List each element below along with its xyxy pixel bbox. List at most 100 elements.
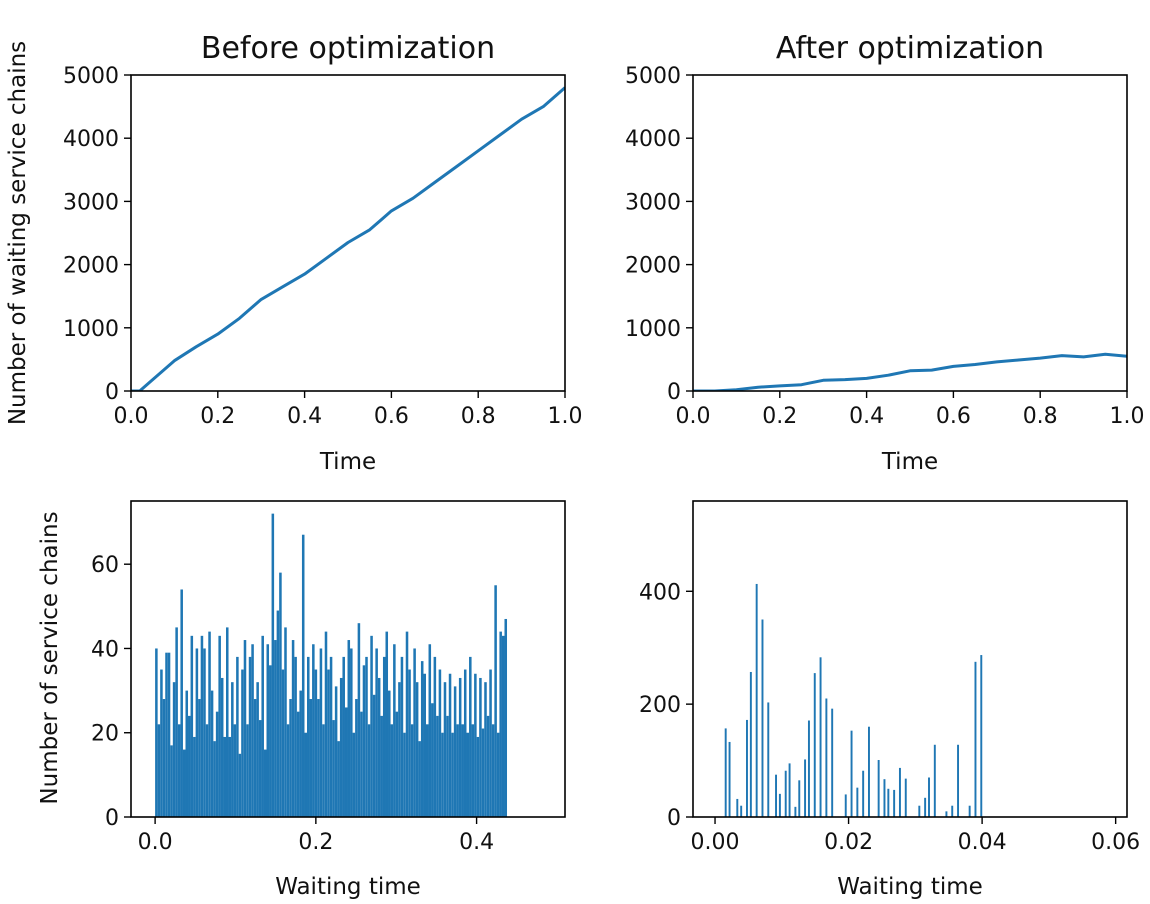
histogram-bar [215, 711, 219, 817]
y-tick-label: 20 [91, 722, 119, 747]
y-tick-label: 0 [667, 806, 681, 831]
histogram-bar [238, 753, 242, 817]
histogram-bar [236, 656, 239, 817]
histogram-bar [825, 698, 828, 817]
histogram-bar [289, 699, 292, 817]
histogram-bar [155, 648, 158, 817]
histogram-bar [798, 780, 801, 817]
x-tick-label: 0.8 [461, 404, 496, 429]
histogram-bar [794, 806, 797, 817]
y-tick-label: 5000 [63, 64, 119, 89]
histogram-bar [740, 805, 743, 817]
histogram-bar [398, 682, 401, 817]
histogram-bar [251, 644, 254, 817]
histogram-bar [372, 694, 376, 817]
histogram-bar [271, 513, 275, 817]
histogram-bar [968, 805, 971, 817]
histogram-bar [433, 656, 437, 817]
histogram-bar [448, 673, 452, 817]
histogram-bar [342, 656, 345, 817]
y-tick-label: 4000 [625, 127, 681, 152]
histogram-bar [258, 720, 262, 817]
histogram-bar [441, 732, 444, 817]
histogram-bar [182, 749, 186, 817]
histogram-bar [862, 770, 865, 817]
histogram-bar [241, 669, 244, 817]
y-tick-label: 1000 [63, 317, 119, 342]
y-tick-label: 60 [91, 553, 119, 578]
histogram-bar [778, 793, 781, 817]
panel-before-optimization-timeseries: Before optimization Time Number of waiti… [5, 31, 583, 475]
histogram-bar [471, 724, 475, 817]
histogram-bar [243, 640, 247, 817]
histogram-bar [428, 644, 432, 817]
histogram-bar [213, 741, 216, 817]
histogram-bar [322, 724, 325, 817]
histogram-bar [403, 732, 406, 817]
histogram-bar [804, 759, 807, 817]
histogram-bar [945, 811, 948, 817]
histogram-bar [157, 724, 161, 817]
x-tick-label: 0.00 [691, 830, 740, 855]
histogram-bar [220, 677, 224, 817]
histogram-bar [974, 661, 977, 817]
histogram-bar [281, 669, 285, 817]
histogram-bar [344, 707, 348, 817]
histogram-bar [233, 724, 237, 817]
histogram-bar [501, 635, 505, 817]
histogram-bar [499, 631, 502, 817]
series-line-waiting [131, 86, 565, 391]
histogram-bar [352, 732, 356, 817]
histogram-bar [337, 741, 340, 817]
histogram-bar [436, 715, 439, 817]
panel-before-optimization-histogram: Waiting time Number of service chains 0.… [37, 500, 566, 900]
histogram-bar [504, 618, 508, 817]
histogram-bar [415, 682, 419, 817]
histogram-bar [877, 760, 880, 817]
histogram-bar [446, 715, 449, 817]
histogram-bar [924, 797, 927, 817]
histogram-bar [423, 673, 426, 817]
histogram-bar [208, 631, 211, 817]
panel-after-optimization-timeseries: After optimization Time 0.0 0.2 0.4 0.6 0.8 1… [625, 31, 1145, 475]
histogram-bar [980, 655, 983, 817]
histogram-bar [431, 703, 434, 817]
histogram-bar [489, 669, 492, 817]
plot-frame [692, 500, 1128, 818]
histogram-bar [484, 682, 487, 817]
x-tick-label: 0.04 [958, 830, 1007, 855]
histogram-bar [746, 719, 748, 817]
histogram-bar [172, 682, 176, 817]
y-tick-label: 400 [639, 580, 681, 605]
histogram-bar [334, 686, 338, 817]
histogram-bar [469, 656, 472, 817]
y-tick-label: 0 [105, 806, 119, 831]
histogram-bar [390, 724, 394, 817]
x-axis-label: Time [881, 449, 938, 475]
x-tick-label: 0.2 [298, 830, 333, 855]
histogram-bar [274, 640, 277, 817]
histogram-bar [481, 728, 485, 817]
histogram-bar [228, 736, 232, 817]
x-tick-label: 0.6 [374, 404, 409, 429]
histogram-bar [458, 677, 462, 817]
x-tick-label: 0.8 [1023, 404, 1058, 429]
histogram-bar [395, 711, 399, 817]
histogram-bar [276, 610, 280, 817]
histogram-bar [246, 724, 249, 817]
series-line-waiting [693, 352, 1127, 391]
y-tick-label: 2000 [625, 254, 681, 279]
histogram-bar [749, 671, 752, 817]
histogram-bar [438, 669, 442, 817]
y-tick-label: 3000 [625, 190, 681, 215]
histogram-bar [253, 699, 257, 817]
histogram-bars [155, 513, 508, 817]
y-tick-label: 0 [667, 380, 681, 405]
histogram-bar [375, 648, 378, 817]
histogram-bar [279, 572, 282, 817]
histogram-bar [904, 778, 907, 817]
x-tick-label: 0.06 [1091, 830, 1140, 855]
histogram-bar [177, 724, 181, 817]
histogram-bar [266, 644, 270, 817]
